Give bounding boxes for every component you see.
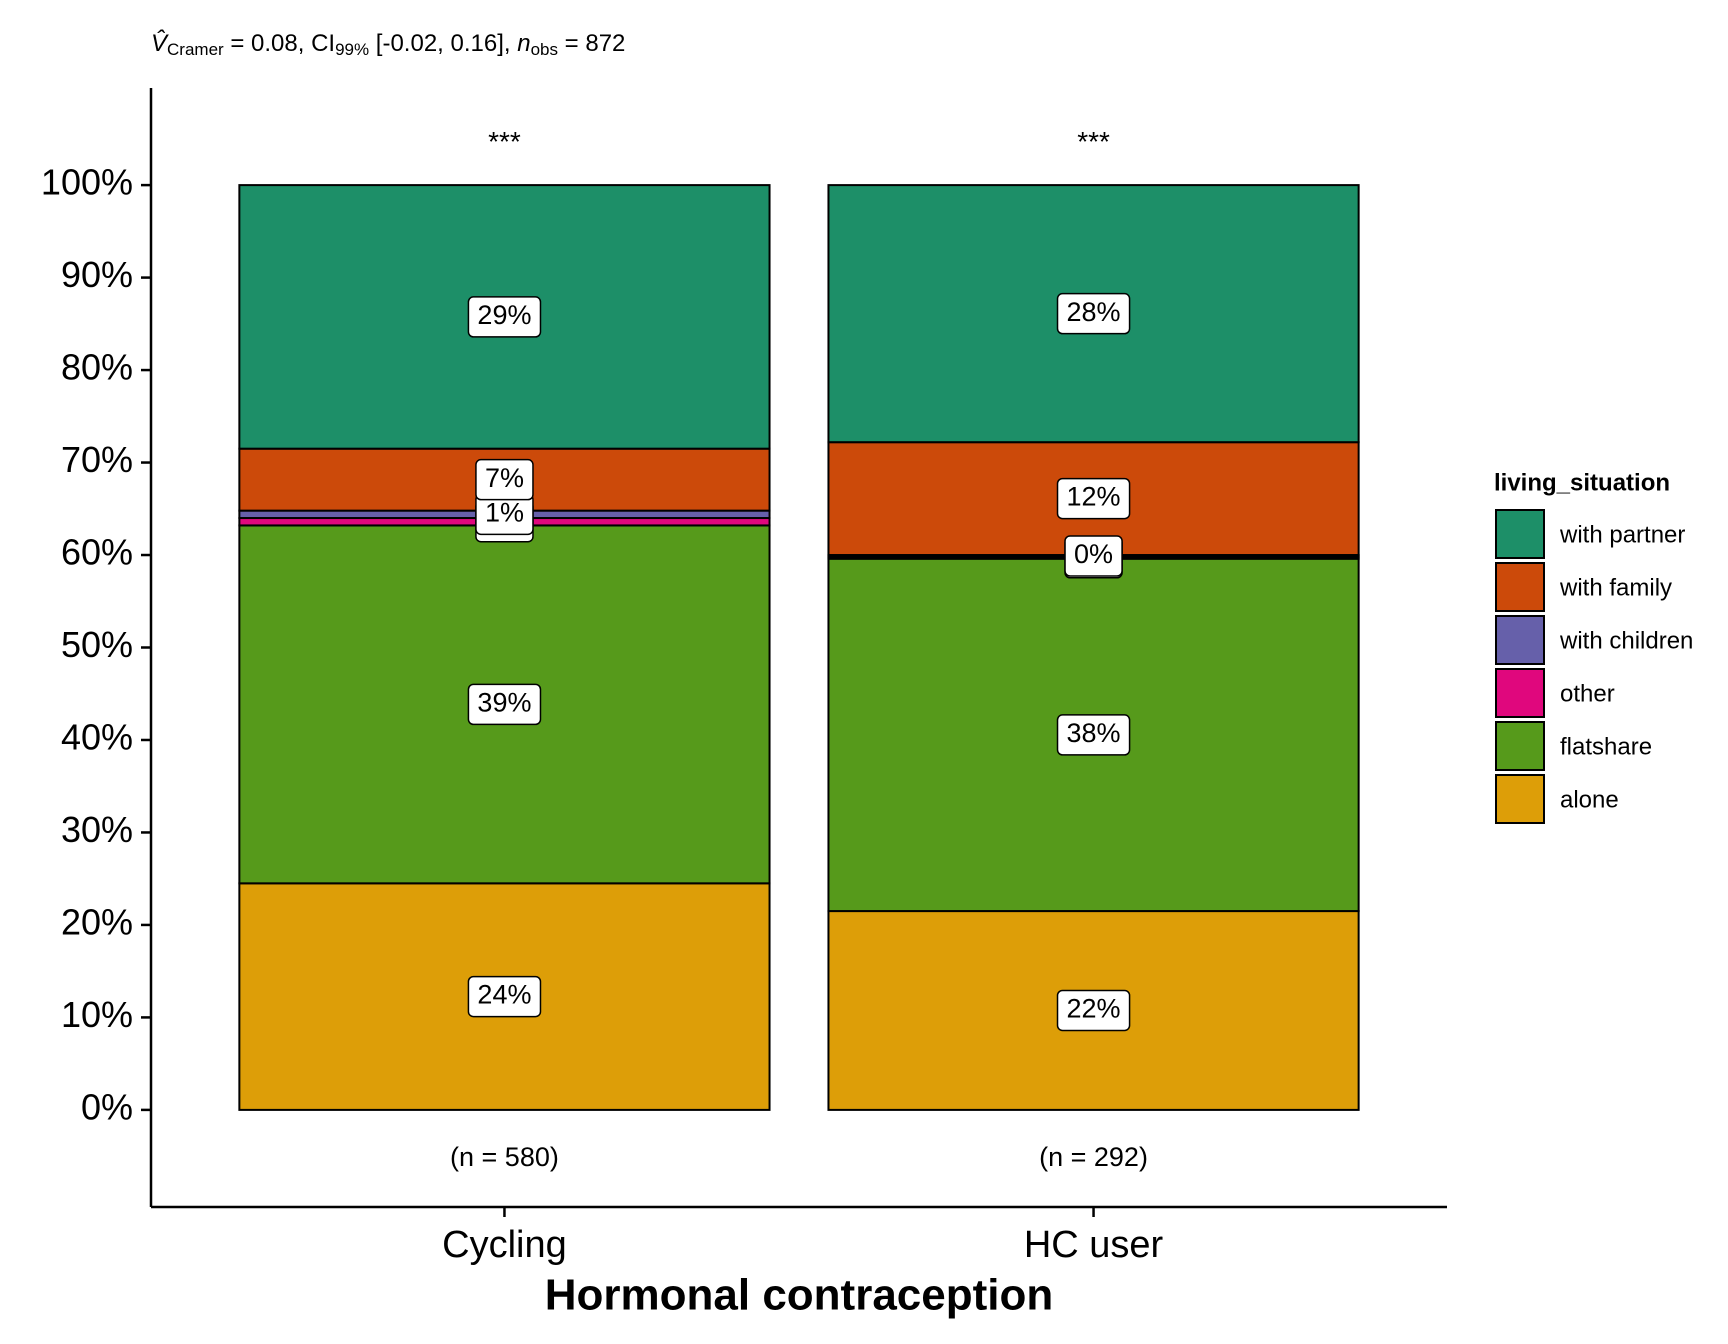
legend-swatch — [1495, 615, 1545, 665]
x-tick-label: HC user — [1024, 1224, 1164, 1266]
legend-swatch — [1495, 562, 1545, 612]
legend-title: living_situation — [1494, 469, 1670, 496]
legend-label: with partner — [1559, 521, 1685, 548]
subtitle-part: = 0.08, CI — [224, 30, 335, 57]
value-label-box — [1056, 714, 1131, 756]
legend-label: with children — [1559, 627, 1693, 654]
value-label-text: 38% — [1067, 718, 1121, 748]
y-tick-label: 60% — [61, 532, 133, 573]
legend-swatch — [1495, 668, 1545, 718]
value-label-text: 0% — [1074, 539, 1113, 569]
value-label-box — [475, 458, 534, 501]
y-tick-label: 90% — [61, 254, 133, 295]
x-axis-title: Hormonal contraception — [545, 1271, 1054, 1320]
subtitle-part: = 872 — [558, 30, 625, 57]
legend-swatch — [1495, 721, 1545, 771]
count-label: (n = 580) — [450, 1142, 559, 1172]
value-label: 38% — [1056, 714, 1131, 756]
value-label-box — [467, 296, 542, 338]
value-label: 28% — [1056, 292, 1131, 335]
value-label-text: 1% — [485, 497, 524, 527]
legend-label: other — [1560, 680, 1615, 707]
value-label-box — [467, 975, 542, 1018]
significance-label: *** — [488, 126, 521, 157]
y-tick-label: 70% — [61, 439, 133, 480]
y-tick-label: 100% — [41, 162, 133, 203]
y-tick-label: 20% — [61, 901, 133, 942]
value-label-box — [467, 683, 542, 726]
y-tick-label: 30% — [61, 809, 133, 850]
value-label-text: 24% — [477, 980, 531, 1010]
value-label-text: 22% — [1067, 994, 1121, 1024]
count-label: (n = 292) — [1039, 1142, 1148, 1172]
value-label-text: 39% — [477, 687, 531, 717]
value-label-text: 29% — [477, 300, 531, 330]
value-label: 22% — [1056, 989, 1131, 1032]
value-label-box — [1056, 989, 1131, 1032]
subtitle-part: Cramer — [167, 40, 224, 59]
subtitle-part: V̂ — [151, 29, 169, 57]
subtitle-part: n — [517, 30, 530, 57]
value-label: 29% — [467, 296, 542, 338]
value-label-text: 7% — [485, 463, 524, 493]
value-label-box — [1056, 292, 1131, 335]
legend-label: flatshare — [1560, 733, 1652, 760]
value-label: 24% — [467, 975, 542, 1018]
value-label: 39% — [467, 683, 542, 726]
x-tick-label: Cycling — [442, 1224, 567, 1266]
value-label-text: 12% — [1067, 482, 1121, 512]
value-label: 0% — [1064, 535, 1123, 577]
y-tick-label: 50% — [61, 624, 133, 665]
legend-label: with family — [1559, 574, 1672, 601]
significance-label: *** — [1077, 126, 1110, 157]
legend-label: alone — [1560, 786, 1619, 813]
value-label: 7% — [475, 458, 534, 501]
y-tick-label: 10% — [61, 994, 133, 1035]
subtitle-part: obs — [531, 40, 558, 59]
legend-swatch — [1495, 774, 1545, 824]
value-label-box — [1064, 535, 1123, 577]
y-tick-label: 40% — [61, 716, 133, 757]
y-tick-label: 80% — [61, 347, 133, 388]
value-label: 12% — [1056, 477, 1131, 520]
legend-swatch — [1495, 509, 1545, 559]
value-label-text: 28% — [1067, 297, 1121, 327]
value-label-box — [1056, 477, 1131, 520]
subtitle-part: [-0.02, 0.16], — [369, 30, 517, 57]
y-tick-label: 0% — [81, 1086, 133, 1127]
chart-subtitle: V̂Cramer = 0.08, CI99% [-0.02, 0.16], no… — [151, 29, 625, 58]
subtitle-part: 99% — [335, 40, 369, 59]
